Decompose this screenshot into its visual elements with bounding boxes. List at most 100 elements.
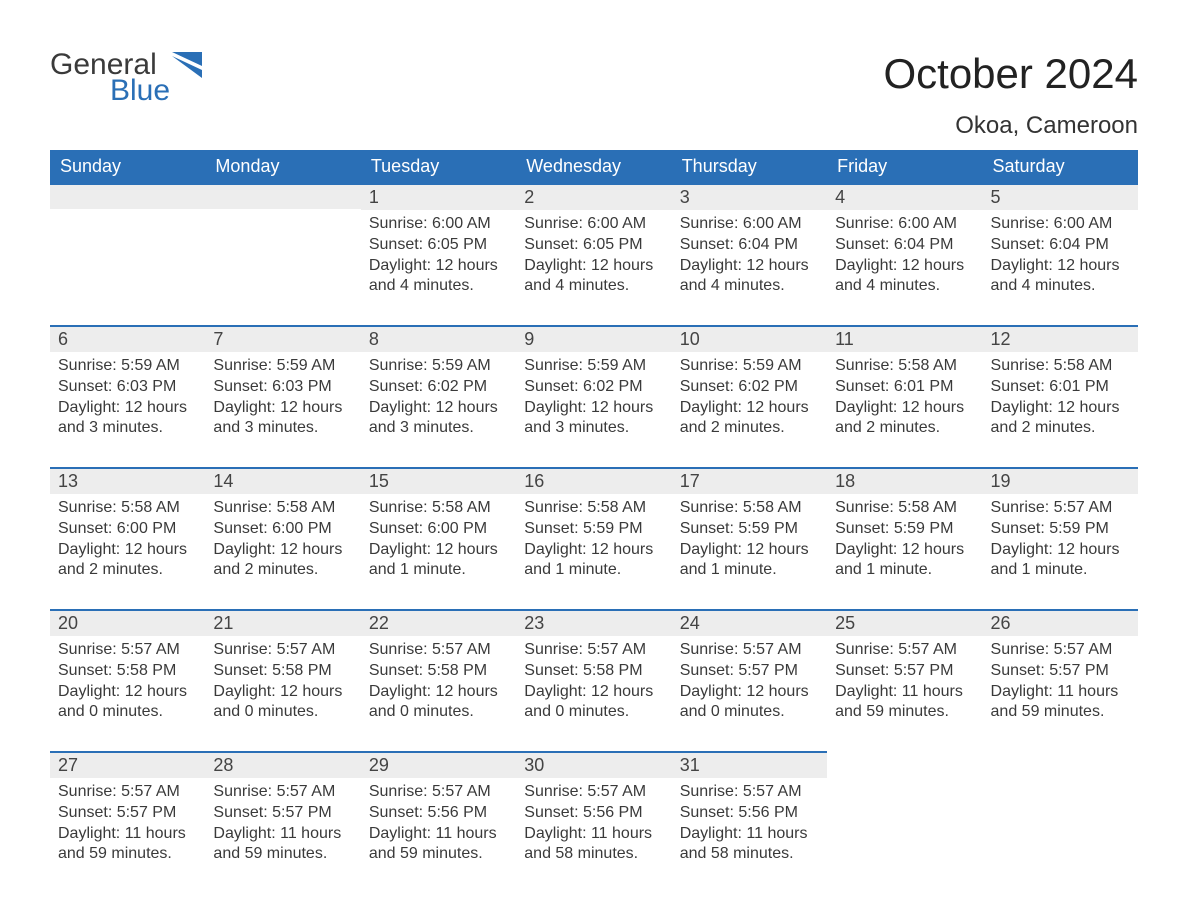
- weekday-header: Wednesday: [516, 150, 671, 183]
- day-number: 14: [205, 467, 360, 494]
- sunrise-text: Sunrise: 5:58 AM: [835, 356, 974, 377]
- day-details: Sunrise: 6:00 AMSunset: 6:05 PMDaylight:…: [516, 210, 671, 305]
- day-details: Sunrise: 5:58 AMSunset: 5:59 PMDaylight:…: [827, 494, 982, 589]
- calendar-cell: 14Sunrise: 5:58 AMSunset: 6:00 PMDayligh…: [205, 467, 360, 609]
- sunset-text: Sunset: 6:03 PM: [213, 377, 352, 398]
- sunrise-text: Sunrise: 5:59 AM: [369, 356, 508, 377]
- day-details: Sunrise: 6:00 AMSunset: 6:05 PMDaylight:…: [361, 210, 516, 305]
- calendar-cell: 18Sunrise: 5:58 AMSunset: 5:59 PMDayligh…: [827, 467, 982, 609]
- sunrise-text: Sunrise: 5:57 AM: [213, 640, 352, 661]
- sunrise-text: Sunrise: 6:00 AM: [680, 214, 819, 235]
- sunrise-text: Sunrise: 5:58 AM: [58, 498, 197, 519]
- sunset-text: Sunset: 6:05 PM: [369, 235, 508, 256]
- day-number: 31: [672, 751, 827, 778]
- day-number: 7: [205, 325, 360, 352]
- calendar-cell: 17Sunrise: 5:58 AMSunset: 5:59 PMDayligh…: [672, 467, 827, 609]
- day-number: 9: [516, 325, 671, 352]
- sunrise-text: Sunrise: 5:58 AM: [991, 356, 1130, 377]
- daylight-text: Daylight: 12 hours and 3 minutes.: [369, 398, 508, 440]
- sunset-text: Sunset: 5:58 PM: [524, 661, 663, 682]
- day-details: Sunrise: 6:00 AMSunset: 6:04 PMDaylight:…: [827, 210, 982, 305]
- calendar-cell: [205, 183, 360, 325]
- day-details: Sunrise: 5:59 AMSunset: 6:02 PMDaylight:…: [361, 352, 516, 447]
- day-number: 6: [50, 325, 205, 352]
- calendar-cell: 31Sunrise: 5:57 AMSunset: 5:56 PMDayligh…: [672, 751, 827, 893]
- sunrise-text: Sunrise: 6:00 AM: [524, 214, 663, 235]
- day-details: Sunrise: 5:58 AMSunset: 5:59 PMDaylight:…: [672, 494, 827, 589]
- brand-logo: General Blue: [50, 50, 206, 106]
- header: General Blue October 2024 Okoa, Cameroon: [50, 50, 1138, 140]
- daylight-text: Daylight: 12 hours and 3 minutes.: [58, 398, 197, 440]
- sunrise-text: Sunrise: 6:00 AM: [369, 214, 508, 235]
- weekday-header: Monday: [205, 150, 360, 183]
- calendar-cell: 7Sunrise: 5:59 AMSunset: 6:03 PMDaylight…: [205, 325, 360, 467]
- daylight-text: Daylight: 12 hours and 3 minutes.: [213, 398, 352, 440]
- weekday-header: Thursday: [672, 150, 827, 183]
- calendar-cell: 15Sunrise: 5:58 AMSunset: 6:00 PMDayligh…: [361, 467, 516, 609]
- day-number: 19: [983, 467, 1138, 494]
- sunset-text: Sunset: 6:02 PM: [369, 377, 508, 398]
- day-details: Sunrise: 5:57 AMSunset: 5:58 PMDaylight:…: [516, 636, 671, 731]
- sunrise-text: Sunrise: 5:57 AM: [58, 782, 197, 803]
- day-number: 5: [983, 183, 1138, 210]
- sunset-text: Sunset: 6:00 PM: [58, 519, 197, 540]
- sunset-text: Sunset: 6:00 PM: [369, 519, 508, 540]
- calendar-cell: 4Sunrise: 6:00 AMSunset: 6:04 PMDaylight…: [827, 183, 982, 325]
- day-details: Sunrise: 5:57 AMSunset: 5:57 PMDaylight:…: [50, 778, 205, 873]
- calendar-cell: 20Sunrise: 5:57 AMSunset: 5:58 PMDayligh…: [50, 609, 205, 751]
- day-number: 30: [516, 751, 671, 778]
- sunset-text: Sunset: 5:57 PM: [213, 803, 352, 824]
- calendar-cell: 2Sunrise: 6:00 AMSunset: 6:05 PMDaylight…: [516, 183, 671, 325]
- brand-flag-icon: [172, 52, 206, 80]
- day-details: Sunrise: 5:59 AMSunset: 6:02 PMDaylight:…: [516, 352, 671, 447]
- sunset-text: Sunset: 6:05 PM: [524, 235, 663, 256]
- day-number: 1: [361, 183, 516, 210]
- sunrise-text: Sunrise: 5:57 AM: [835, 640, 974, 661]
- day-number: 17: [672, 467, 827, 494]
- day-number: 27: [50, 751, 205, 778]
- calendar-cell: 23Sunrise: 5:57 AMSunset: 5:58 PMDayligh…: [516, 609, 671, 751]
- sunrise-text: Sunrise: 5:57 AM: [680, 640, 819, 661]
- sunset-text: Sunset: 6:01 PM: [991, 377, 1130, 398]
- daylight-text: Daylight: 12 hours and 1 minute.: [369, 540, 508, 582]
- sunset-text: Sunset: 5:57 PM: [680, 661, 819, 682]
- day-number: 8: [361, 325, 516, 352]
- calendar-cell: [983, 751, 1138, 893]
- day-number: 26: [983, 609, 1138, 636]
- calendar-cell: [50, 183, 205, 325]
- calendar-cell: 22Sunrise: 5:57 AMSunset: 5:58 PMDayligh…: [361, 609, 516, 751]
- day-number: 10: [672, 325, 827, 352]
- day-details: Sunrise: 5:57 AMSunset: 5:56 PMDaylight:…: [361, 778, 516, 873]
- day-details: Sunrise: 5:57 AMSunset: 5:59 PMDaylight:…: [983, 494, 1138, 589]
- sunrise-text: Sunrise: 5:59 AM: [58, 356, 197, 377]
- sunrise-text: Sunrise: 5:58 AM: [369, 498, 508, 519]
- calendar-cell: 21Sunrise: 5:57 AMSunset: 5:58 PMDayligh…: [205, 609, 360, 751]
- calendar-cell: 12Sunrise: 5:58 AMSunset: 6:01 PMDayligh…: [983, 325, 1138, 467]
- sunset-text: Sunset: 6:02 PM: [680, 377, 819, 398]
- day-number: 22: [361, 609, 516, 636]
- empty-day-header: [205, 183, 360, 209]
- sunrise-text: Sunrise: 5:59 AM: [524, 356, 663, 377]
- sunset-text: Sunset: 5:59 PM: [680, 519, 819, 540]
- daylight-text: Daylight: 12 hours and 1 minute.: [835, 540, 974, 582]
- calendar-cell: [827, 751, 982, 893]
- day-number: 18: [827, 467, 982, 494]
- sunrise-text: Sunrise: 5:58 AM: [524, 498, 663, 519]
- day-number: 29: [361, 751, 516, 778]
- daylight-text: Daylight: 12 hours and 4 minutes.: [835, 256, 974, 298]
- daylight-text: Daylight: 11 hours and 59 minutes.: [213, 824, 352, 866]
- day-details: Sunrise: 5:59 AMSunset: 6:02 PMDaylight:…: [672, 352, 827, 447]
- daylight-text: Daylight: 12 hours and 4 minutes.: [991, 256, 1130, 298]
- day-number: 23: [516, 609, 671, 636]
- sunset-text: Sunset: 5:58 PM: [213, 661, 352, 682]
- calendar-week-row: 1Sunrise: 6:00 AMSunset: 6:05 PMDaylight…: [50, 183, 1138, 325]
- day-number: 4: [827, 183, 982, 210]
- calendar-cell: 30Sunrise: 5:57 AMSunset: 5:56 PMDayligh…: [516, 751, 671, 893]
- calendar-cell: 5Sunrise: 6:00 AMSunset: 6:04 PMDaylight…: [983, 183, 1138, 325]
- calendar-cell: 29Sunrise: 5:57 AMSunset: 5:56 PMDayligh…: [361, 751, 516, 893]
- day-number: 24: [672, 609, 827, 636]
- calendar-week-row: 27Sunrise: 5:57 AMSunset: 5:57 PMDayligh…: [50, 751, 1138, 893]
- daylight-text: Daylight: 12 hours and 2 minutes.: [991, 398, 1130, 440]
- sunset-text: Sunset: 6:03 PM: [58, 377, 197, 398]
- day-number: 25: [827, 609, 982, 636]
